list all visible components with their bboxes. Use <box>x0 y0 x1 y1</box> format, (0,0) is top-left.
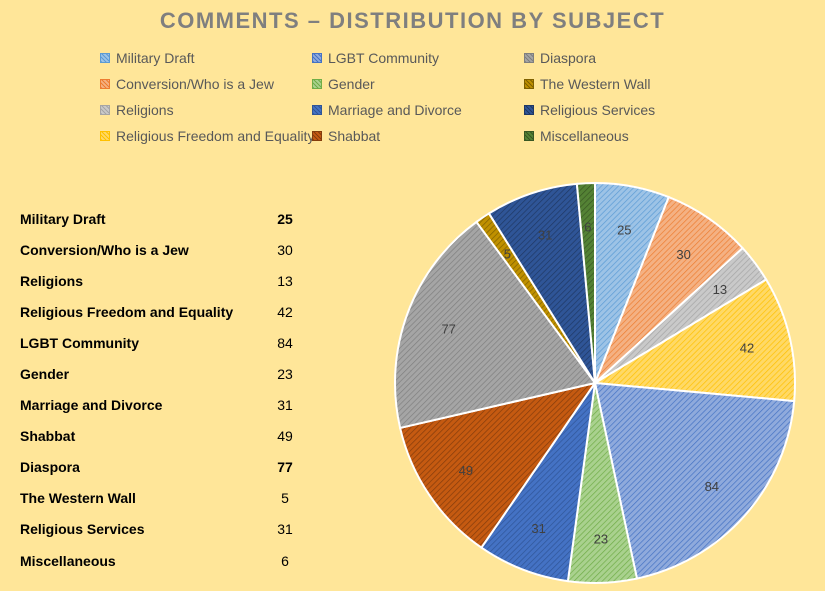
legend-label: Miscellaneous <box>540 128 629 144</box>
table-category: Religious Services <box>20 521 145 538</box>
data-label: 31 <box>538 228 552 243</box>
legend-label: Religious Services <box>540 102 656 118</box>
data-label: 6 <box>584 220 591 235</box>
legend-item: Religious Freedom and Equality <box>100 127 315 145</box>
table-category: Miscellaneous <box>20 552 116 569</box>
table-value: 84 <box>277 334 293 351</box>
table-value: 42 <box>277 303 293 320</box>
data-label: 13 <box>713 282 727 297</box>
table-category: Marriage and Divorce <box>20 397 163 414</box>
table-value: 23 <box>277 366 293 383</box>
table-category: Diaspora <box>20 459 80 476</box>
legend-swatch <box>312 53 322 63</box>
table-row: Military Draft 25 <box>20 203 300 234</box>
data-label: 49 <box>459 463 473 478</box>
legend-item: Marriage and Divorce <box>312 101 524 119</box>
data-label: 77 <box>441 321 455 336</box>
table-category: Gender <box>20 366 70 383</box>
table-value: 6 <box>281 552 289 569</box>
table-value: 25 <box>277 210 293 227</box>
legend-item: Conversion/Who is a Jew <box>100 75 312 93</box>
legend-swatch <box>312 131 322 141</box>
legend-swatch <box>312 105 322 115</box>
table-category: Shabbat <box>20 428 76 445</box>
table-row: Miscellaneous 6 <box>20 545 300 576</box>
legend-label: Marriage and Divorce <box>328 102 462 118</box>
legend-swatch <box>524 131 534 141</box>
table-row: Marriage and Divorce 31 <box>20 390 300 421</box>
legend-label: Military Draft <box>116 50 195 66</box>
pie-slice <box>593 381 796 580</box>
legend-label: Conversion/Who is a Jew <box>116 76 274 92</box>
data-label: 5 <box>504 246 511 261</box>
table-value: 77 <box>277 459 293 476</box>
data-label: 25 <box>617 222 631 237</box>
table-category: Military Draft <box>20 210 106 227</box>
table-category: LGBT Community <box>20 334 139 351</box>
legend-item: Shabbat <box>312 127 524 145</box>
legend-swatch <box>100 53 110 63</box>
table-value: 31 <box>277 521 293 538</box>
legend-swatch <box>524 53 534 63</box>
table-row: LGBT Community 84 <box>20 327 300 358</box>
table-row: Shabbat 49 <box>20 421 300 452</box>
legend-item: Religions <box>100 101 312 119</box>
table-row: The Western Wall 5 <box>20 483 300 514</box>
table-value: 5 <box>281 490 289 507</box>
data-label: 30 <box>676 247 690 262</box>
table-row: Religions 13 <box>20 265 300 296</box>
table-row: Gender 23 <box>20 358 300 389</box>
legend-label: Gender <box>328 76 375 92</box>
table-row: Conversion/Who is a Jew 30 <box>20 234 300 265</box>
pie-slice <box>398 381 598 549</box>
table-value: 49 <box>277 428 293 445</box>
legend-label: Diaspora <box>540 50 597 66</box>
legend: Military Draft LGBT Community Diaspora Conv… <box>100 49 740 145</box>
legend-swatch <box>524 105 534 115</box>
data-label: 23 <box>594 531 608 546</box>
legend-item: Religious Services <box>524 101 736 119</box>
table-category: Religious Freedom and Equality <box>20 303 234 320</box>
legend-item: Diaspora <box>524 49 736 67</box>
table-category: The Western Wall <box>20 490 136 507</box>
table-row: Religious Services 31 <box>20 514 300 545</box>
legend-label: Religions <box>116 102 174 118</box>
chart-title: COMMENTS – DISTRIBUTION BY SUBJECT <box>159 8 666 33</box>
table-row: Religious Freedom and Equality 42 <box>20 296 300 327</box>
data-table: Military Draft 25 Conversion/Who is a Jew 3… <box>20 203 300 576</box>
table-category: Conversion/Who is a Jew <box>20 241 189 258</box>
legend-swatch <box>524 79 534 89</box>
legend-item: LGBT Community <box>312 49 524 67</box>
legend-label: Shabbat <box>328 128 381 144</box>
pie-slice <box>591 278 796 403</box>
table-value: 13 <box>277 272 293 289</box>
legend-item: Military Draft <box>100 49 312 67</box>
pie-slice <box>394 220 597 430</box>
legend-label: LGBT Community <box>328 50 439 66</box>
table-category: Religions <box>20 272 84 289</box>
data-label: 31 <box>531 521 545 536</box>
legend-swatch <box>100 105 110 115</box>
legend-item: The Western Wall <box>524 75 736 93</box>
pie-slice <box>575 181 596 384</box>
table-row: Diaspora 77 <box>20 452 300 483</box>
table-value: 30 <box>277 241 293 258</box>
legend-swatch <box>100 79 110 89</box>
legend-label: The Western Wall <box>540 76 651 92</box>
legend-swatch <box>100 131 110 141</box>
legend-swatch <box>312 79 322 89</box>
data-label: 84 <box>705 479 719 494</box>
legend-label: Religious Freedom and Equality <box>116 128 315 144</box>
pie-chart: 25 30 13 42 84 23 31 49 77 5 31 6 <box>394 181 796 584</box>
table-value: 31 <box>277 397 293 414</box>
data-label: 42 <box>740 341 754 356</box>
legend-item: Gender <box>312 75 524 93</box>
legend-item: Miscellaneous <box>524 127 736 145</box>
